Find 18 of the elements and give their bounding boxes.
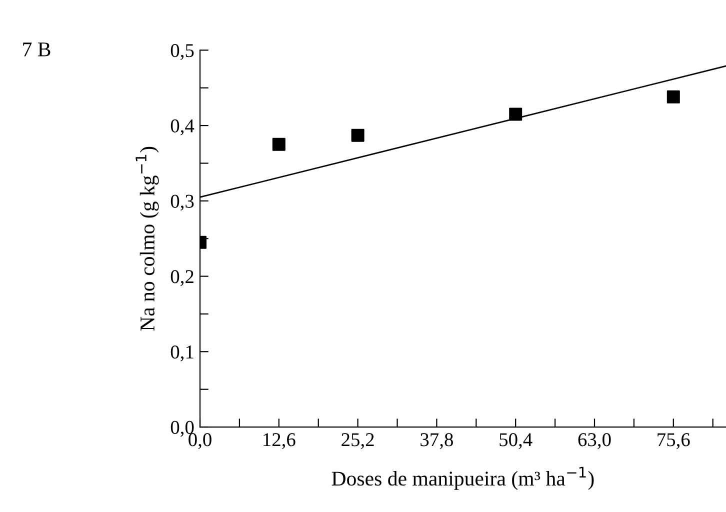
text: 7 B: [23, 42, 50, 56]
x-tick-label: 25,2: [342, 433, 374, 450]
point: [272, 138, 286, 151]
y-tick-label: 0,3: [170, 194, 194, 211]
point: [509, 108, 522, 121]
y-axis-title: Na no colmo (g kg$^{−1}$): [136, 146, 159, 331]
y-tick-label: 0,2: [170, 270, 194, 286]
y-tick-label: 0,4: [170, 119, 194, 136]
x-tick-label: 63,0: [578, 433, 611, 450]
point: [666, 90, 680, 104]
x-axis-title: Doses de manipueira (m³ ha$^{−1}$): [332, 466, 594, 490]
y-tick-label: 0,1: [170, 345, 194, 362]
x-tick-label: 12,6: [264, 433, 296, 450]
x-tick-label: 37,8: [420, 433, 453, 450]
point: [351, 128, 364, 142]
x-tick-label: 50,4: [500, 433, 532, 450]
x-tick-label: 75,6: [658, 433, 690, 450]
y-tick-label: 0,5: [170, 44, 194, 60]
